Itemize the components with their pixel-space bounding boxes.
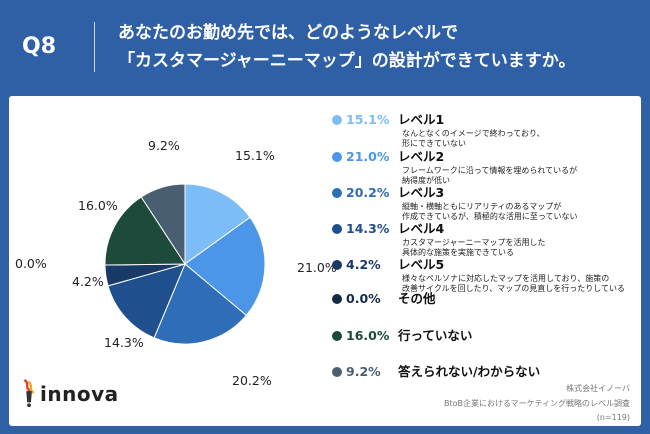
legend-swatch xyxy=(332,152,342,162)
legend-percent: 15.1% xyxy=(346,112,390,127)
innova-logo-icon xyxy=(23,378,35,408)
pie-slices xyxy=(104,183,266,345)
pie-slice-7 xyxy=(104,196,186,266)
pie-data-label-8: 9.2% xyxy=(148,138,180,153)
legend-description: 納得度が低い xyxy=(402,176,450,185)
legend-label: レベル5 xyxy=(398,257,445,272)
pie-slice-3 xyxy=(153,263,248,345)
legend-label: レベル2 xyxy=(398,149,445,164)
pie-labels: 15.1% 21.0% 20.2% 14.3% 4.2% 0.0% 16.0% 9.2% xyxy=(15,138,337,388)
legend-description: 具体的な施策を実施できている xyxy=(402,248,514,257)
legend-description: 縦軸・横軸ともにリアリティのあるマップが xyxy=(402,202,562,211)
legend-label: レベル3 xyxy=(398,185,445,200)
legend-percent: 20.2% xyxy=(346,185,390,200)
pie-slice-8 xyxy=(140,183,186,266)
legend-swatch xyxy=(332,294,342,304)
question-number: Q8 xyxy=(22,34,57,59)
legend-label: 行っていない xyxy=(398,328,473,343)
legend-label: レベル4 xyxy=(398,221,445,236)
pie-data-label-6: 0.0% xyxy=(15,256,47,271)
legend-percent: 14.3% xyxy=(346,221,390,236)
pie-data-label-2: 21.0% xyxy=(297,260,337,275)
question-text-line1: あなたのお勤め先では、どのようなレベルで xyxy=(118,23,458,43)
legend-swatch xyxy=(332,260,342,270)
source-survey-title: BtoB企業におけるマーケティング戦略のレベル調査 xyxy=(443,399,630,408)
brand-logo-text: innova xyxy=(40,382,119,406)
legend-description: 形にできていない xyxy=(402,139,466,148)
source-company: 株式会社イノーバ xyxy=(566,384,630,393)
legend-swatch xyxy=(332,367,342,377)
legend-label: その他 xyxy=(398,291,436,306)
header-bar: Q8 あなたのお勤め先では、どのようなレベルで 「カスタマージャーニーマップ」の… xyxy=(0,0,650,93)
legend-description: フレームワークに沿って情報を埋められているが xyxy=(402,166,578,175)
pie-data-label-4: 14.3% xyxy=(104,335,144,350)
pie-slice-1 xyxy=(184,183,251,265)
question-text-line2: 「カスタマージャーニーマップ」の設計ができていますか。 xyxy=(118,51,576,71)
header-divider xyxy=(94,22,95,72)
source-sample-size: (n=119) xyxy=(596,413,630,422)
legend-description: 作成できているが、積極的な活用に至っていない xyxy=(402,212,578,221)
legend-swatch xyxy=(332,188,342,198)
legend-percent: 9.2% xyxy=(346,364,381,379)
legend-description: 様々なペルソナに対応したマップを活用しており、施策の xyxy=(402,274,610,283)
pie-data-label-3: 20.2% xyxy=(232,373,272,388)
legend-percent: 4.2% xyxy=(346,257,381,272)
pie-data-label-7: 16.0% xyxy=(78,198,118,213)
legend-swatch xyxy=(332,331,342,341)
legend-description: なんとなくのイメージで終わっており、 xyxy=(402,129,545,138)
legend-label: レベル1 xyxy=(398,112,445,127)
legend-description: カスタマージャーニーマップを活用した xyxy=(402,238,546,247)
pie-data-label-1: 15.1% xyxy=(235,148,275,163)
pie-slice-2 xyxy=(184,216,266,317)
legend-percent: 0.0% xyxy=(346,291,381,306)
legend-percent: 21.0% xyxy=(346,149,390,164)
legend-swatch xyxy=(332,224,342,234)
pie-slice-4 xyxy=(107,263,186,339)
legend-swatch xyxy=(332,115,342,125)
pie-data-label-5: 4.2% xyxy=(72,274,104,289)
legend-label: 答えられない/わからない xyxy=(398,364,541,379)
legend-percent: 16.0% xyxy=(346,328,390,343)
legend-description: 改善サイクルを回したり、マップの見直しを行ったりしている xyxy=(402,284,626,293)
